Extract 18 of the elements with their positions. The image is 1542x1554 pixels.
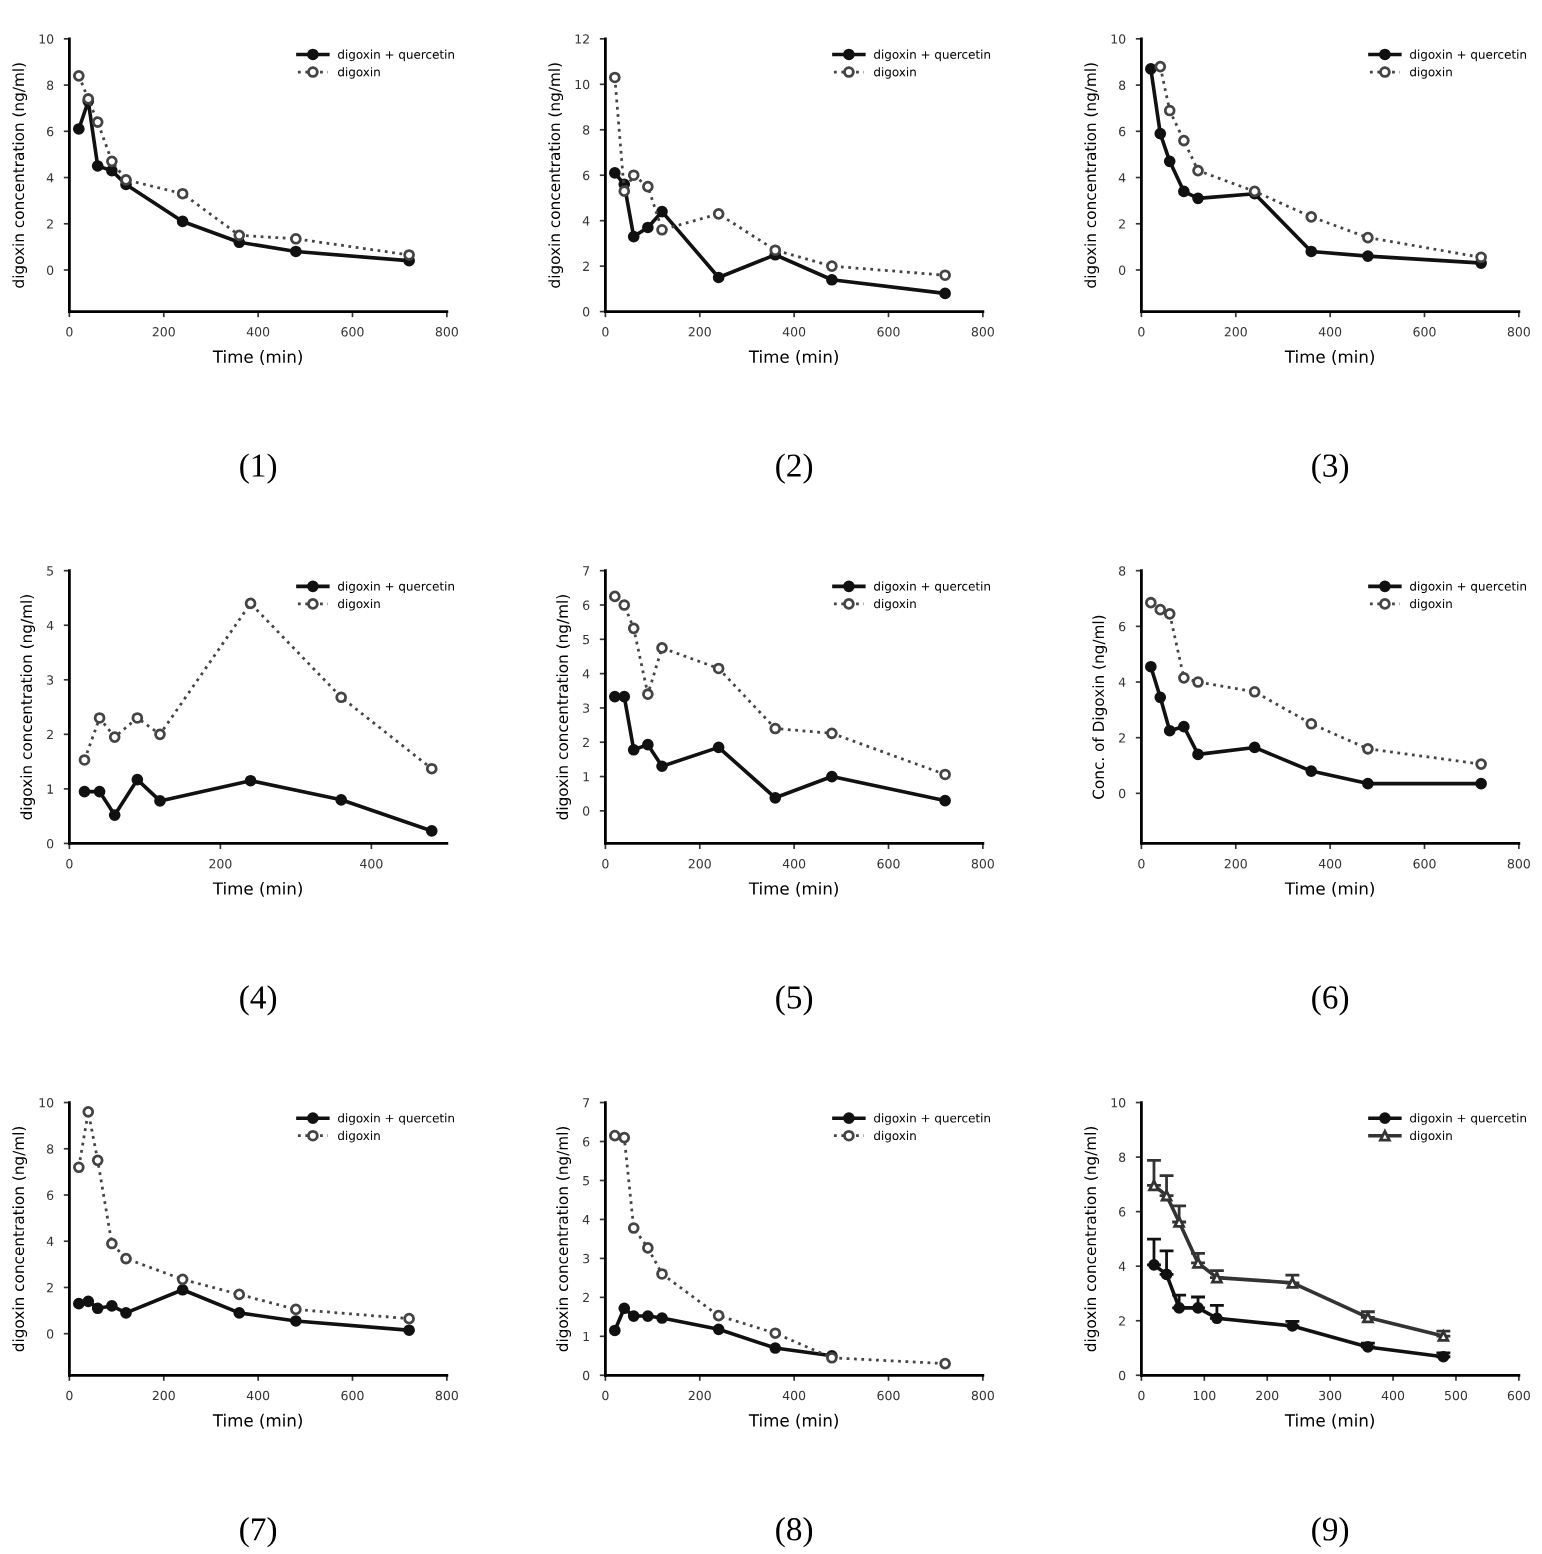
x-axis-title: Time (min): [748, 881, 838, 897]
x-axis-title: Time (min): [212, 1413, 302, 1429]
text: (4): [240, 985, 277, 1016]
text: (8): [776, 1517, 813, 1548]
x-axis-title: Time (min): [1284, 350, 1374, 365]
text: (2): [776, 453, 813, 484]
x-axis-title: Time (min): [1284, 1413, 1374, 1429]
x-axis-title: Time (min): [212, 881, 302, 897]
x-axis-title: Time (min): [1284, 881, 1374, 897]
x-axis-title: Time (min): [212, 350, 302, 365]
x-axis-title: Time (min): [748, 350, 838, 365]
text: (9): [1312, 1517, 1349, 1548]
x-axis-title: Time (min): [748, 1413, 838, 1429]
text: (7): [240, 1517, 277, 1548]
text: (3): [1312, 453, 1349, 484]
text: (5): [776, 985, 813, 1016]
text: (1): [240, 453, 277, 484]
text: (6): [1312, 985, 1349, 1016]
